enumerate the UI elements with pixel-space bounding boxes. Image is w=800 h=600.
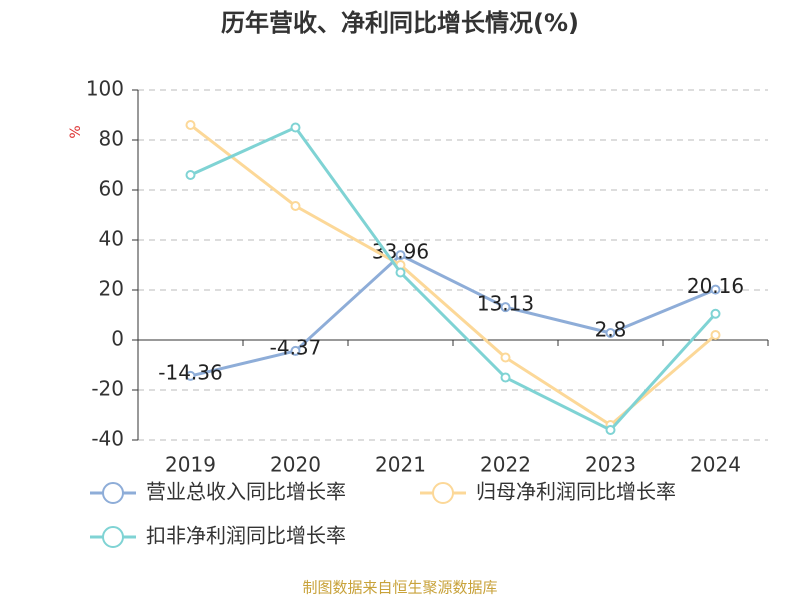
x-tick-label: 2024	[690, 453, 741, 477]
legend-marker	[432, 482, 454, 504]
series-line	[189, 123, 717, 427]
data-label: 20.16	[687, 274, 744, 298]
data-point	[710, 330, 721, 340]
series-line	[189, 125, 717, 432]
y-axis-label: %	[68, 125, 84, 138]
legend-marker	[102, 526, 124, 548]
data-point	[710, 308, 721, 319]
y-tick-label: -40	[91, 427, 124, 451]
x-tick-label: 2022	[480, 453, 531, 477]
data-point	[290, 201, 301, 211]
legend-label: 扣非净利润同比增长率	[146, 524, 346, 548]
y-tick-label: 100	[86, 77, 124, 101]
data-point	[500, 372, 511, 383]
source-note: 制图数据来自恒生聚源数据库	[302, 579, 497, 597]
data-point	[185, 170, 196, 180]
y-tick-label: 20	[99, 277, 124, 301]
data-point	[605, 328, 616, 338]
legend-marker	[102, 482, 124, 504]
data-label: -4.37	[270, 335, 322, 359]
x-tick-label: 2021	[375, 453, 426, 477]
data-point	[395, 267, 406, 278]
y-tick-label: -20	[91, 377, 124, 401]
chart-title: 历年营收、净利同比增长情况(%)	[221, 9, 579, 37]
data-label: -14.36	[158, 360, 222, 384]
y-tick-label: 80	[99, 127, 124, 151]
legend-label: 营业总收入同比增长率	[146, 480, 346, 504]
y-tick-label: 40	[99, 227, 124, 251]
y-tick-label: 60	[99, 177, 124, 201]
y-tick-label: 0	[111, 327, 124, 351]
data-label: 2.8	[595, 318, 627, 342]
data-point	[395, 250, 406, 261]
x-tick-label: 2019	[165, 453, 216, 477]
data-point	[185, 370, 196, 381]
data-point	[605, 425, 616, 435]
legend-label: 归母净利润同比增长率	[476, 480, 676, 504]
data-point	[710, 284, 721, 295]
data-point	[185, 120, 196, 130]
series-line	[190, 253, 717, 378]
x-tick-label: 2023	[585, 453, 636, 477]
data-point	[500, 352, 511, 363]
data-label: 13.13	[477, 292, 534, 316]
x-tick-label: 2020	[270, 453, 321, 477]
data-point	[500, 302, 511, 313]
data-point	[290, 345, 301, 356]
data-point	[290, 122, 301, 133]
